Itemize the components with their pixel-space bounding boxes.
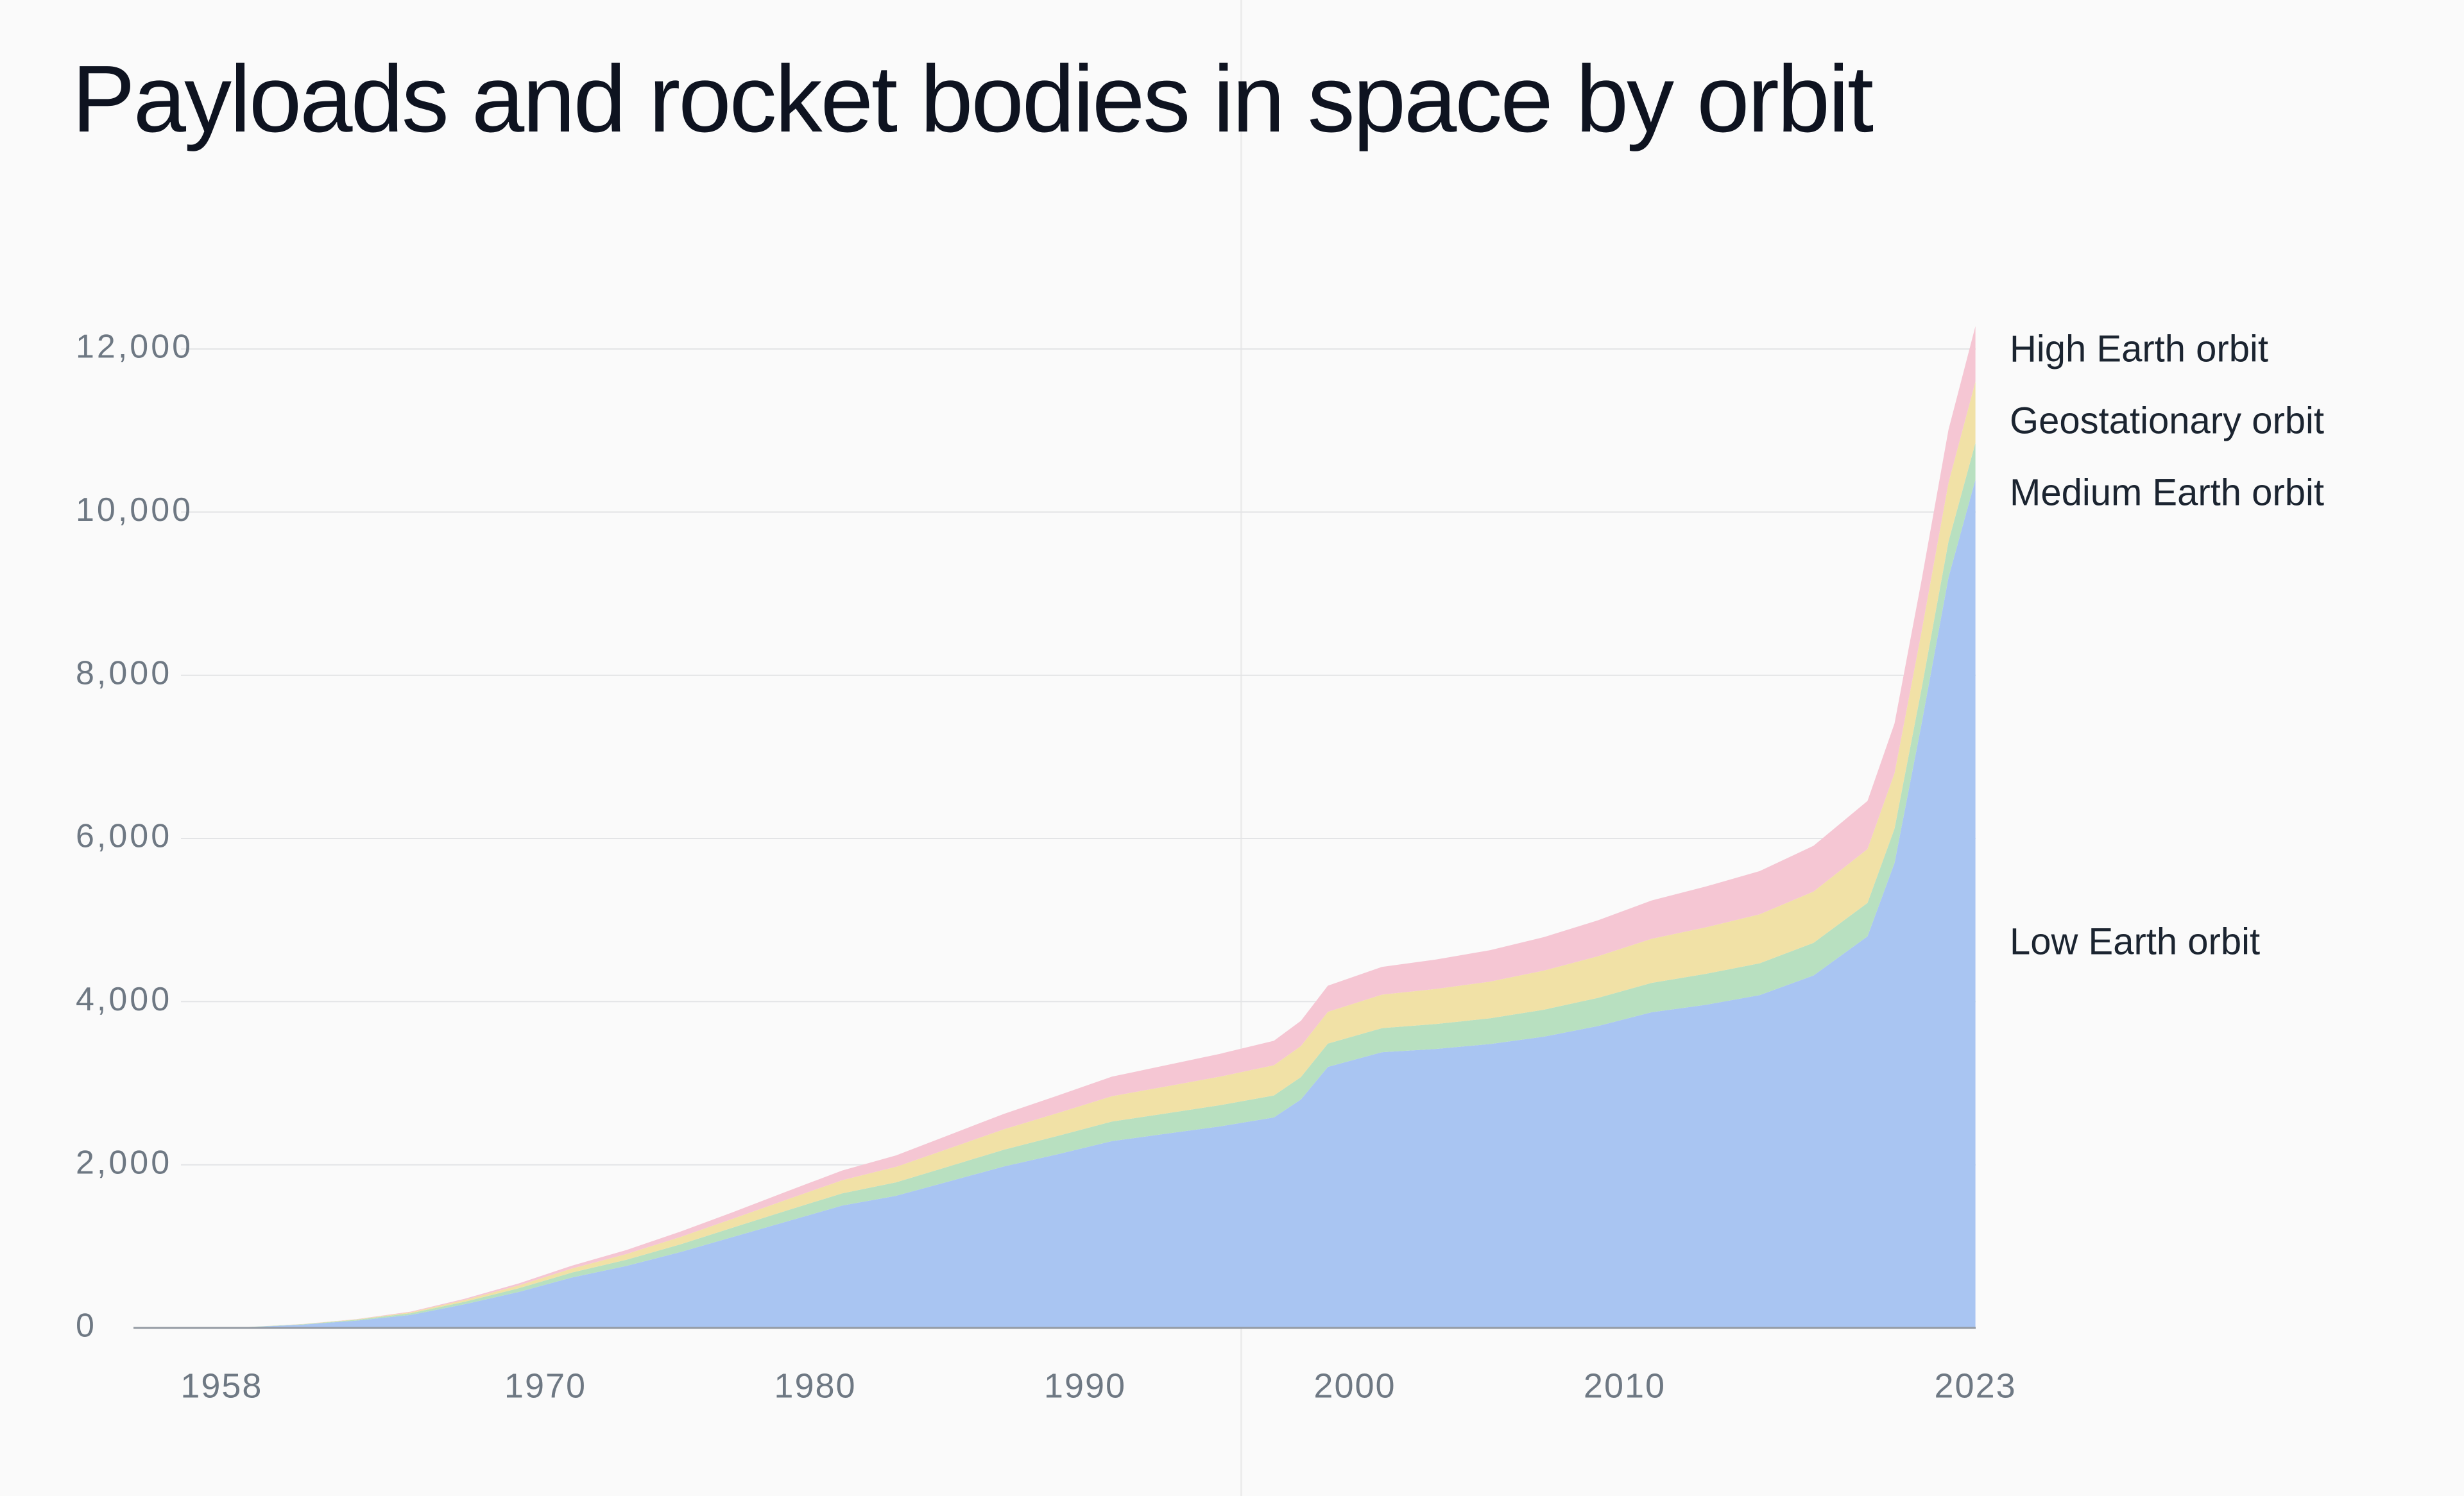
x-tick-label: 1990: [1044, 1366, 1126, 1405]
y-tick-label: 8,000: [76, 654, 172, 692]
x-tick-label: 1970: [504, 1366, 586, 1405]
series-label-low-earth-orbit: Low Earth orbit: [2010, 921, 2261, 963]
x-tick-label: 1980: [774, 1366, 856, 1405]
x-tick-label: 2010: [1584, 1366, 1666, 1405]
y-tick-label: 4,000: [76, 981, 172, 1018]
y-tick-label: 6,000: [76, 818, 172, 855]
series-label-medium-earth-orbit: Medium Earth orbit: [2010, 472, 2324, 514]
y-tick-label: 12,000: [76, 328, 193, 366]
vertical-divider-line: [1240, 0, 1242, 1496]
x-tick-label: 1958: [180, 1366, 262, 1405]
chart-title: Payloads and rocket bodies in space by o…: [72, 46, 1874, 152]
y-tick-label: 0: [76, 1307, 97, 1345]
x-tick-label: 2023: [1935, 1366, 2017, 1405]
low-earth-orbit-area[interactable]: [194, 479, 1976, 1329]
series-label-geostationary-orbit: Geostationary orbit: [2010, 400, 2325, 442]
y-tick-label: 10,000: [76, 491, 193, 529]
y-tick-label: 2,000: [76, 1144, 172, 1181]
series-label-high-earth-orbit: High Earth orbit: [2010, 328, 2268, 370]
x-tick-label: 2000: [1313, 1366, 1396, 1405]
